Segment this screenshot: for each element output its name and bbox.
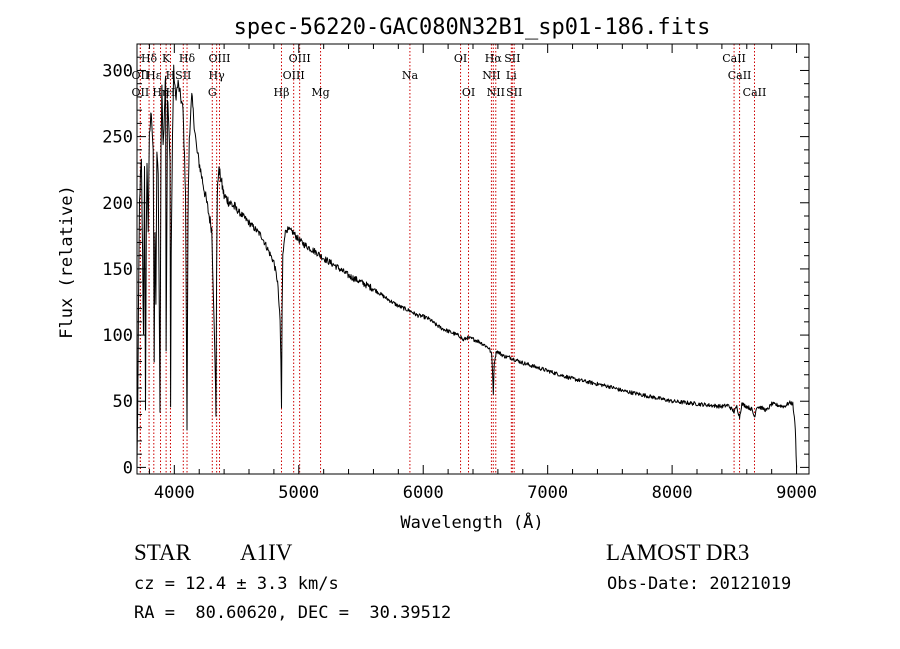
line-marker-label: OII bbox=[132, 86, 150, 99]
line-marker-label: SII bbox=[506, 86, 522, 99]
x-tick-label: 8000 bbox=[652, 483, 693, 503]
line-marker-label: G bbox=[208, 86, 217, 99]
spectrum-series-line bbox=[136, 64, 798, 468]
x-tick-label: 9000 bbox=[776, 483, 817, 503]
line-marker-label: OIII bbox=[289, 52, 311, 65]
x-axis: 4000 5000 6000 7000 8000 9000 bbox=[148, 44, 817, 503]
line-marker-label: CaII bbox=[722, 52, 746, 65]
line-marker-label: Hα bbox=[485, 52, 503, 65]
spectrum-layer bbox=[136, 64, 798, 468]
line-marker-label: OIII bbox=[208, 52, 230, 65]
line-marker-label: K bbox=[162, 52, 171, 65]
line-marker-label: SII bbox=[175, 69, 191, 82]
y-axis-label: Flux (relative) bbox=[57, 185, 77, 339]
x-axis-label: Wavelength (Å) bbox=[400, 511, 543, 533]
x-tick-label: 4000 bbox=[154, 483, 195, 503]
x-tick-label: 6000 bbox=[403, 483, 444, 503]
line-marker-label: NII bbox=[482, 69, 500, 82]
line-marker-label: Hγ bbox=[209, 69, 226, 82]
y-tick-label: 300 bbox=[102, 61, 133, 81]
survey-name: LAMOST DR3 bbox=[606, 540, 750, 565]
line-marker-label: H bbox=[166, 86, 176, 99]
line-marker-label: NII bbox=[487, 86, 505, 99]
line-marker-label: OI bbox=[454, 52, 467, 65]
line-marker-label: H bbox=[166, 69, 176, 82]
x-tick-label: 7000 bbox=[527, 483, 568, 503]
plot-frame bbox=[136, 43, 810, 475]
x-tick-label: 5000 bbox=[278, 483, 319, 503]
y-tick-label: 100 bbox=[102, 326, 133, 346]
line-marker-label: OII bbox=[132, 69, 150, 82]
line-marker-label: Na bbox=[402, 69, 419, 82]
line-marker-label: Hε bbox=[146, 69, 162, 82]
line-marker-label: Mg bbox=[311, 86, 329, 99]
y-tick-label: 150 bbox=[102, 260, 133, 280]
y-tick-label: 250 bbox=[102, 128, 133, 148]
line-marker-label: CaII bbox=[728, 69, 752, 82]
line-marker-label: OIII bbox=[283, 69, 305, 82]
line-marker-label: Li bbox=[506, 69, 517, 82]
line-marker-label: CaII bbox=[743, 86, 767, 99]
y-tick-label: 50 bbox=[113, 392, 133, 412]
chart-title: spec-56220-GAC080N32B1_sp01-186.fits bbox=[234, 15, 711, 40]
line-marker-label: OI bbox=[462, 86, 475, 99]
observation-date: Obs-Date: 20121019 bbox=[607, 574, 792, 594]
line-marker-label: SII bbox=[504, 52, 520, 65]
y-axis: 0 50 100 150 200 250 300 bbox=[102, 56, 809, 478]
object-subclass: A1IV bbox=[240, 540, 293, 565]
line-marker-label: Hβ bbox=[274, 86, 290, 99]
object-class: STAR bbox=[134, 540, 191, 565]
sky-coordinates: RA = 80.60620, DEC = 30.39512 bbox=[134, 603, 452, 623]
emission-line-markers bbox=[139, 44, 755, 474]
y-tick-label: 0 bbox=[123, 458, 133, 478]
line-marker-label: Hδ bbox=[141, 52, 158, 65]
line-marker-label: Hδ bbox=[179, 52, 196, 65]
y-tick-label: 200 bbox=[102, 194, 133, 214]
redshift-readout: cz = 12.4 ± 3.3 km/s bbox=[134, 574, 339, 594]
